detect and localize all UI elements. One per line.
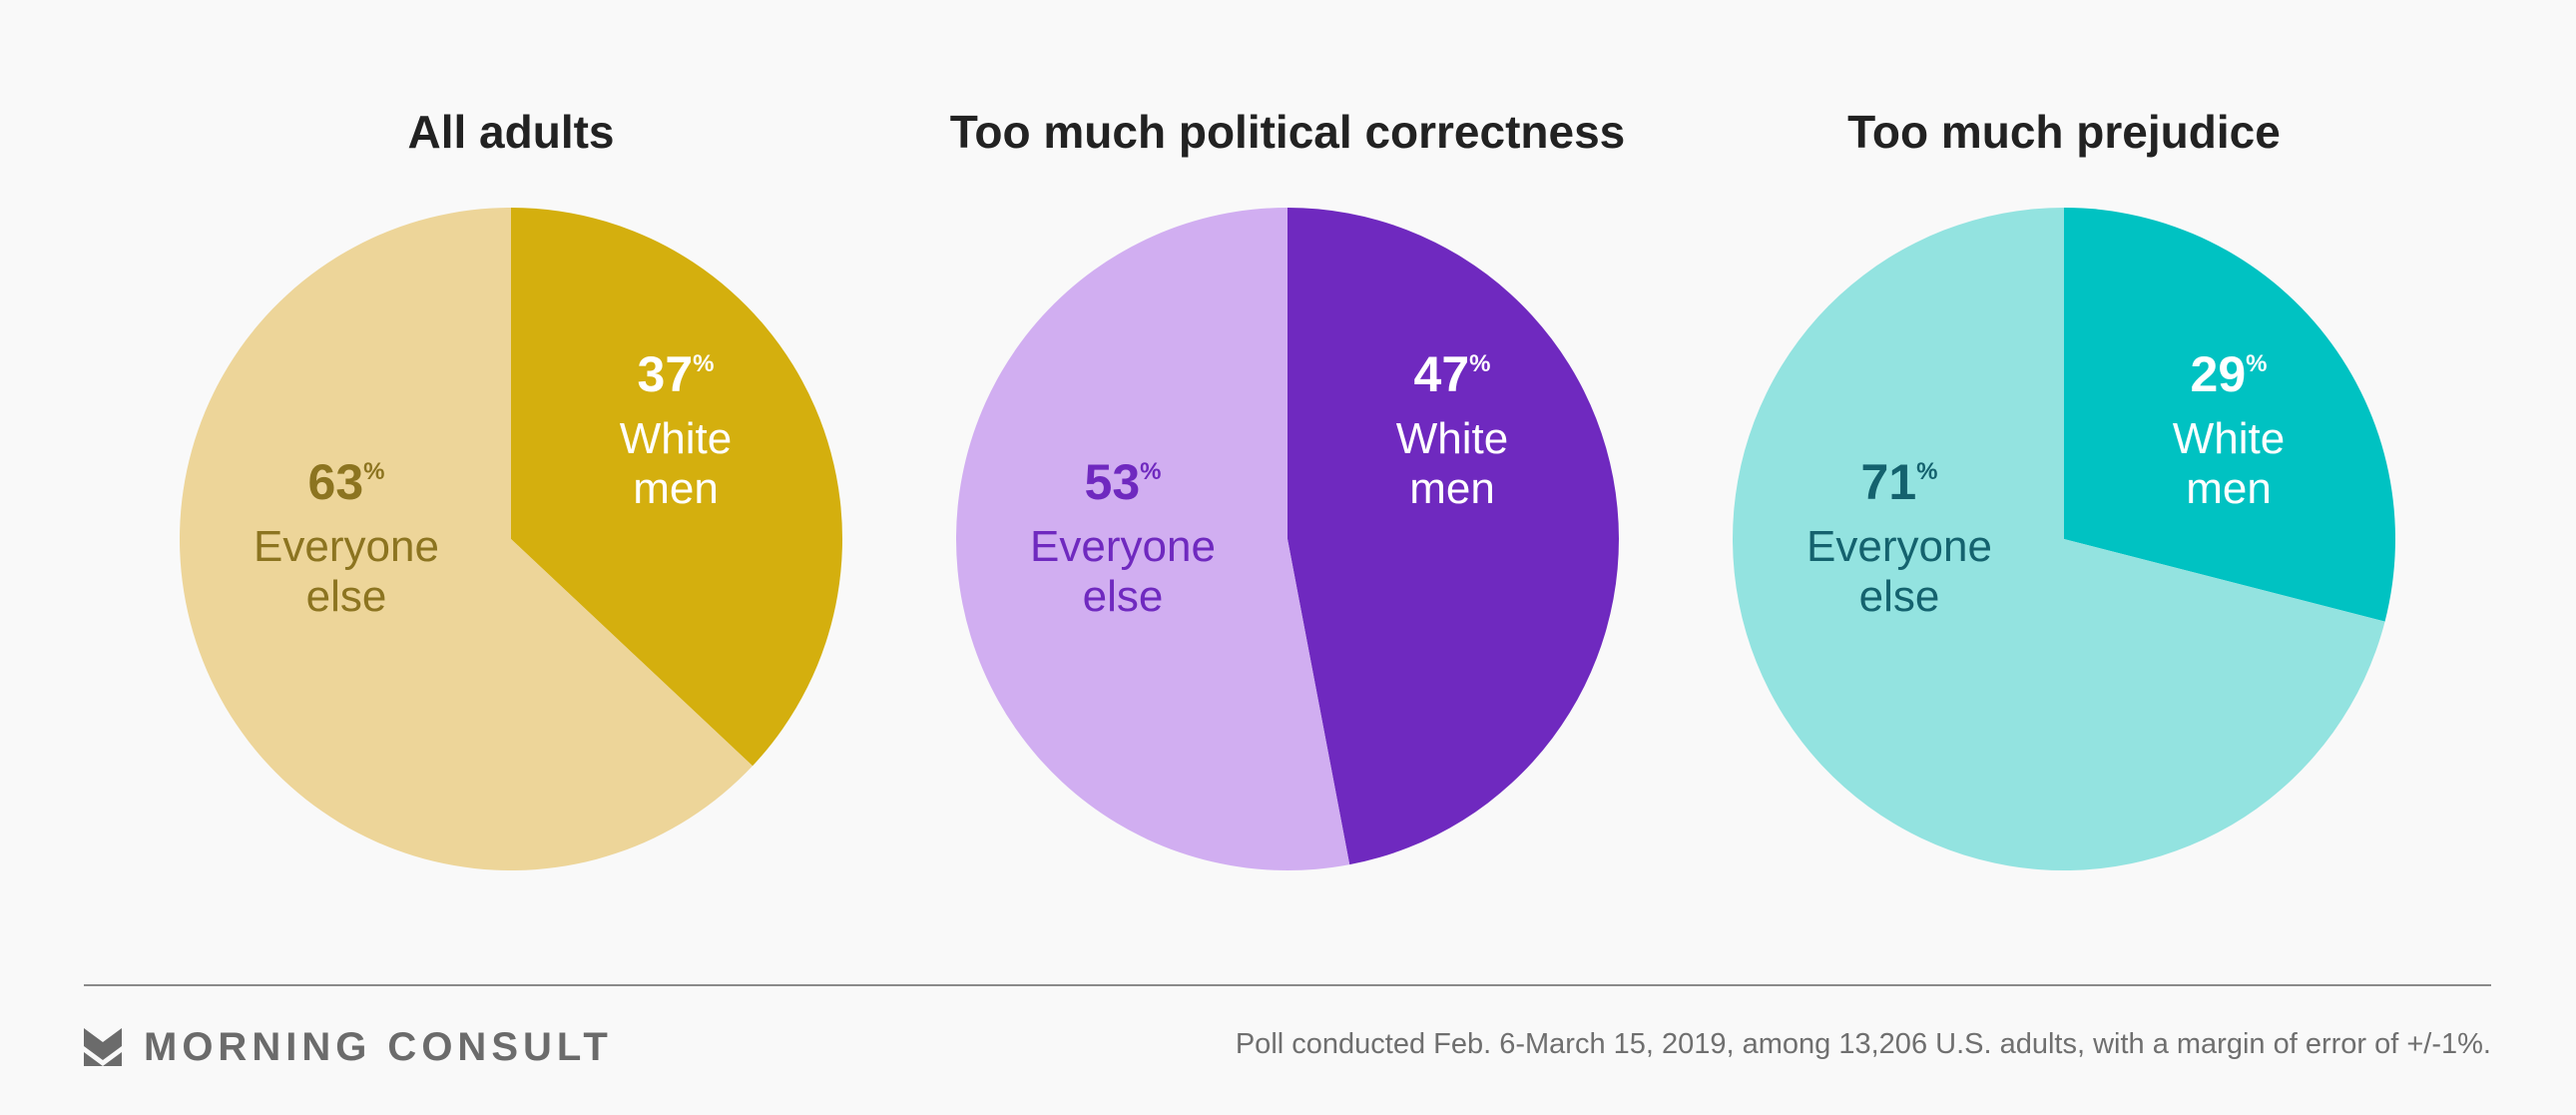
pie-slice-everyone-else: [1732, 208, 2385, 871]
slice-value-label: 37%: [638, 346, 715, 402]
slice-value-label: 71%: [1861, 454, 1938, 510]
pie-title: All adults: [407, 106, 614, 158]
pie-slice-white-men: [511, 208, 842, 767]
slice-category-label: White: [620, 414, 732, 463]
slice-category-label: else: [1083, 572, 1164, 621]
slice-category-label: else: [306, 572, 387, 621]
pie-slice-white-men: [2064, 208, 2395, 622]
slice-category-label: Everyone: [1030, 522, 1216, 571]
slice-category-label: men: [2186, 464, 2272, 513]
pie-title: Too much political correctness: [950, 106, 1626, 158]
pie-slice-everyone-else: [179, 208, 754, 870]
pie-chart-2: Too much political correctness 47% Whiteme…: [950, 106, 1626, 870]
slice-category-label: men: [1409, 464, 1495, 513]
morning-consult-chevron-icon: [84, 1028, 122, 1066]
pie-charts: All adults37%Whitemen63%EveryoneelseToo …: [179, 106, 2395, 871]
pie-slice-white-men: [1288, 208, 1619, 865]
slice-category-label: men: [633, 464, 719, 513]
slice-category-label: else: [1859, 572, 1940, 621]
slice-category-label: White: [2173, 414, 2285, 463]
slice-value-label: 53%: [1085, 454, 1162, 510]
slice-value-label: 29%: [2191, 346, 2268, 402]
footer-divider: [84, 984, 2491, 986]
pie-title: Too much prejudice: [1847, 106, 2281, 158]
slice-value-label: 63%: [308, 454, 385, 510]
slice-value-label: 47%: [1414, 346, 1491, 402]
morning-consult-logo: MORNING CONSULT: [84, 1024, 613, 1070]
slice-category-label: White: [1396, 414, 1508, 463]
pie-slice-everyone-else: [955, 207, 1350, 870]
logo-text: MORNING CONSULT: [144, 1024, 613, 1069]
footer-note: Poll conducted Feb. 6-March 15, 2019, am…: [1235, 1028, 2491, 1060]
slice-category-label: Everyone: [254, 522, 439, 571]
slice-category-label: Everyone: [1806, 522, 1992, 571]
